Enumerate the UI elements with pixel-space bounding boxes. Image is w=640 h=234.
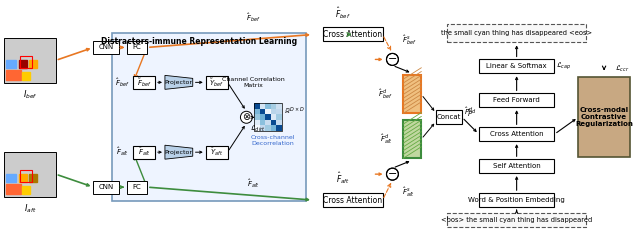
FancyBboxPatch shape [112,33,305,201]
Text: $\hat{F}_{aft}$: $\hat{F}_{aft}$ [336,170,349,186]
Text: $\hat{F}^s_{aft}$: $\hat{F}^s_{aft}$ [403,186,415,199]
FancyBboxPatch shape [4,152,56,197]
Text: −: − [388,169,397,179]
Text: CNN: CNN [99,44,114,51]
Text: $\hat{F}_{bef}$: $\hat{F}_{bef}$ [335,4,351,21]
Bar [22,186,30,194]
Bar [254,103,282,131]
Text: Cross Attention: Cross Attention [323,30,382,39]
Text: $\tilde{F}_{bef}$: $\tilde{F}_{bef}$ [137,76,151,89]
Text: FC: FC [132,184,141,190]
Bar [20,170,32,182]
Text: $\tilde{F}_{aft}$: $\tilde{F}_{aft}$ [138,146,150,158]
Bar [6,184,21,194]
Text: $I_{aft}$: $I_{aft}$ [24,203,36,215]
FancyBboxPatch shape [205,76,227,89]
Text: Distractors-immune Representation Learning: Distractors-immune Representation Learni… [100,37,297,46]
Bar [19,174,27,182]
FancyBboxPatch shape [93,41,119,54]
Text: Channel Correlation
Matrix: Channel Correlation Matrix [222,77,285,88]
Text: $\mathbb{R}^{D\times D}$: $\mathbb{R}^{D\times D}$ [284,105,305,117]
FancyBboxPatch shape [93,181,119,194]
Text: −: − [388,55,397,64]
FancyBboxPatch shape [127,181,147,194]
Bar [20,56,32,68]
FancyBboxPatch shape [479,93,554,107]
FancyBboxPatch shape [127,41,147,54]
Text: $\hat{F}_{bef}$: $\hat{F}_{bef}$ [115,76,129,89]
FancyBboxPatch shape [578,77,630,157]
FancyBboxPatch shape [479,127,554,141]
Text: $\hat{P}^d$: $\hat{P}^d$ [464,106,474,117]
Text: $\hat{F}_{aft}$: $\hat{F}_{aft}$ [247,178,260,190]
Text: Projector: Projector [165,150,193,155]
Text: $\mathcal{L}_{ccr}$: $\mathcal{L}_{ccr}$ [614,64,629,74]
FancyBboxPatch shape [4,38,56,83]
Text: $\mathcal{L}_{dirt}$: $\mathcal{L}_{dirt}$ [250,124,266,134]
Text: $\hat{F}^d_{aft}$: $\hat{F}^d_{aft}$ [380,132,392,146]
Text: Word & Position Embedding: Word & Position Embedding [468,197,565,203]
Text: ⊗: ⊗ [243,112,250,122]
Text: Cross Attention: Cross Attention [490,131,543,137]
FancyBboxPatch shape [479,159,554,173]
Text: $\hat{F}_{aft}$: $\hat{F}_{aft}$ [116,146,129,158]
Text: Linear & Softmax: Linear & Softmax [486,63,547,69]
FancyBboxPatch shape [436,110,462,124]
Bar [6,70,21,80]
Polygon shape [165,75,193,89]
FancyBboxPatch shape [133,146,155,159]
FancyBboxPatch shape [447,213,586,227]
FancyBboxPatch shape [447,25,586,42]
Text: $\tilde{Y}_{aft}$: $\tilde{Y}_{aft}$ [210,146,223,158]
Circle shape [387,53,399,65]
Bar [19,60,27,68]
Text: Concat: Concat [437,114,461,120]
Text: Projector: Projector [165,80,193,85]
Bar [22,72,30,80]
Text: Self Attention: Self Attention [493,163,541,169]
Text: $\hat{F}^d_{bef}$: $\hat{F}^d_{bef}$ [378,88,392,101]
Text: $\hat{F}_{bef}$: $\hat{F}_{bef}$ [246,12,260,25]
Text: FC: FC [132,44,141,51]
FancyBboxPatch shape [403,120,421,158]
FancyBboxPatch shape [479,193,554,207]
Text: Feed Forward: Feed Forward [493,97,540,103]
Circle shape [387,168,399,180]
Text: $\tilde{Y}_{bef}$: $\tilde{Y}_{bef}$ [209,76,224,89]
Bar [29,60,36,68]
Bar [29,174,36,182]
Bar [6,174,16,182]
Text: $\hat{F}^s_{bef}$: $\hat{F}^s_{bef}$ [403,34,417,48]
Text: Cross-modal
Contrastive
Regularization: Cross-modal Contrastive Regularization [575,107,633,127]
FancyBboxPatch shape [133,76,155,89]
Text: Cross Attention: Cross Attention [323,196,382,205]
FancyBboxPatch shape [479,59,554,73]
Text: <bos> the small cyan thing has disappeared: <bos> the small cyan thing has disappear… [441,217,592,223]
Circle shape [241,111,252,123]
Text: CNN: CNN [99,184,114,190]
Text: Cross-channel
Decorrelation: Cross-channel Decorrelation [251,135,296,146]
FancyBboxPatch shape [323,193,383,207]
FancyBboxPatch shape [205,146,227,159]
Text: $\mathcal{L}_{cap}$: $\mathcal{L}_{cap}$ [556,61,572,72]
Text: $I_{bef}$: $I_{bef}$ [22,89,37,101]
Text: $\hat{P}^d$: $\hat{P}^d$ [467,108,476,119]
Bar [6,60,16,68]
Polygon shape [165,145,193,159]
Text: the small cyan thing has disappeared <eos>: the small cyan thing has disappeared <eo… [441,30,592,37]
FancyBboxPatch shape [323,27,383,41]
FancyBboxPatch shape [403,75,421,113]
